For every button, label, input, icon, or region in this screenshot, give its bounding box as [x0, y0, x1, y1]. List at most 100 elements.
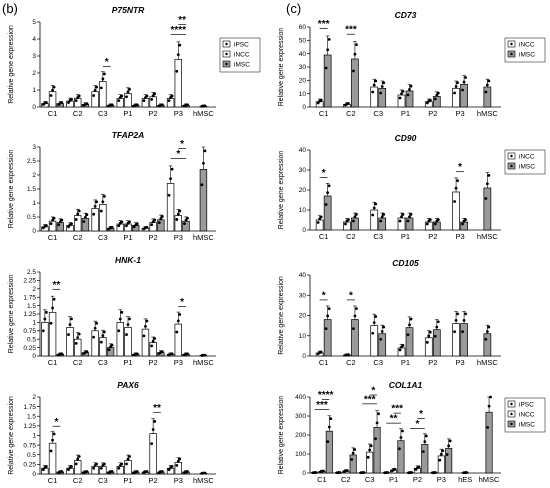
- data-point: [371, 90, 375, 94]
- y-tick-label: 1: [32, 320, 36, 327]
- data-point: [433, 222, 437, 226]
- bar-imsc-hmsc: [199, 169, 208, 232]
- bar-incc-p1: [124, 460, 132, 475]
- y-tick-label: 1: [32, 87, 36, 94]
- data-point: [401, 344, 405, 347]
- data-point: [454, 318, 458, 322]
- data-point: [151, 94, 155, 98]
- data-point: [435, 93, 439, 97]
- data-point: [379, 91, 383, 95]
- y-tick-label: 1.25: [23, 423, 36, 430]
- significance-label: ****: [318, 390, 334, 401]
- data-point: [398, 96, 402, 100]
- data-point: [324, 66, 328, 70]
- y-tick-label: 0: [302, 470, 306, 477]
- data-point: [77, 94, 81, 98]
- data-point: [393, 467, 397, 471]
- data-point: [92, 94, 96, 97]
- data-point: [487, 325, 491, 329]
- data-point: [95, 321, 99, 325]
- legend-label: iPSC: [234, 42, 249, 49]
- y-tick-label: 10: [299, 207, 307, 214]
- data-point: [441, 449, 445, 453]
- y-tick-label: 0: [32, 353, 36, 360]
- bar-incc-p3: [452, 191, 460, 231]
- data-point: [142, 99, 146, 103]
- y-tick-label: 5: [32, 19, 36, 26]
- x-tick-label: C1: [319, 232, 329, 241]
- data-point: [52, 297, 56, 301]
- y-tick-label: 40: [299, 51, 307, 58]
- data-point: [169, 177, 172, 181]
- data-point: [85, 213, 89, 217]
- data-point: [150, 442, 154, 446]
- significance-label: *: [415, 419, 419, 430]
- data-point: [371, 331, 375, 335]
- x-tick-label: P2: [149, 358, 158, 367]
- data-point: [436, 91, 440, 95]
- data-point: [153, 218, 157, 222]
- x-tick-label: P3: [437, 475, 446, 484]
- data-point: [49, 449, 53, 453]
- legend-label: iNCC: [234, 52, 250, 59]
- data-point: [126, 90, 130, 94]
- data-point: [344, 222, 347, 226]
- chart-cd73: CD73 Relative gene expression 0 10 20 30 40 50 6…: [278, 10, 546, 118]
- data-point: [95, 200, 99, 204]
- x-tick-label: P2: [413, 475, 422, 484]
- data-point: [77, 209, 81, 213]
- data-point: [319, 215, 323, 219]
- bar-ipsc-c3: [91, 91, 99, 108]
- y-tick-label: 200: [295, 432, 306, 439]
- significance-label: ***: [391, 404, 403, 415]
- data-point: [92, 212, 96, 216]
- bar-imsc-c2: [351, 319, 359, 357]
- data-point: [428, 330, 432, 334]
- x-tick-label: P1: [123, 476, 132, 485]
- significance-label: *: [180, 297, 184, 308]
- bar-incc-p2: [424, 337, 433, 357]
- legend-label: iNCC: [519, 154, 535, 161]
- data-point: [347, 353, 350, 357]
- legend-label: iMSC: [519, 164, 535, 171]
- data-point: [41, 468, 45, 472]
- data-point: [436, 320, 440, 324]
- chart-title: CD105: [392, 258, 419, 268]
- bar-imsc-c2: [81, 218, 90, 232]
- x-tick-label: C2: [73, 109, 83, 118]
- data-point: [424, 434, 428, 438]
- y-tick-label: 100: [295, 451, 306, 458]
- bar-ipsc-c2: [66, 327, 74, 357]
- significance-label: *: [322, 290, 326, 301]
- data-point: [144, 325, 147, 328]
- y-tick-label: 2: [32, 394, 36, 401]
- data-point: [95, 462, 99, 466]
- data-point: [428, 218, 432, 222]
- bar-incc-p1: [397, 94, 406, 108]
- data-point: [60, 352, 64, 356]
- data-point: [153, 92, 157, 96]
- data-point: [67, 101, 70, 104]
- data-point: [410, 471, 413, 474]
- data-point: [70, 465, 73, 468]
- data-point: [117, 466, 121, 470]
- data-point: [461, 222, 464, 226]
- chart-title: COL1A1: [389, 380, 423, 390]
- data-point: [439, 452, 443, 456]
- data-point: [51, 88, 54, 92]
- data-point: [372, 83, 376, 87]
- legend-marker: [510, 164, 513, 168]
- y-tick-label: 50: [299, 38, 307, 45]
- data-point: [110, 103, 114, 107]
- data-point: [398, 348, 402, 352]
- data-point: [76, 457, 80, 461]
- data-point: [44, 224, 48, 227]
- data-point: [362, 471, 366, 474]
- data-point: [464, 312, 467, 316]
- chart-col1a1: COL1A1 Relative gene expression 0 100 200 300…: [278, 380, 546, 484]
- data-point: [409, 213, 413, 216]
- data-point: [382, 325, 386, 329]
- data-point: [398, 447, 401, 451]
- bar-imsc-c1: [323, 319, 332, 357]
- bar-ipsc-c3: [91, 330, 99, 357]
